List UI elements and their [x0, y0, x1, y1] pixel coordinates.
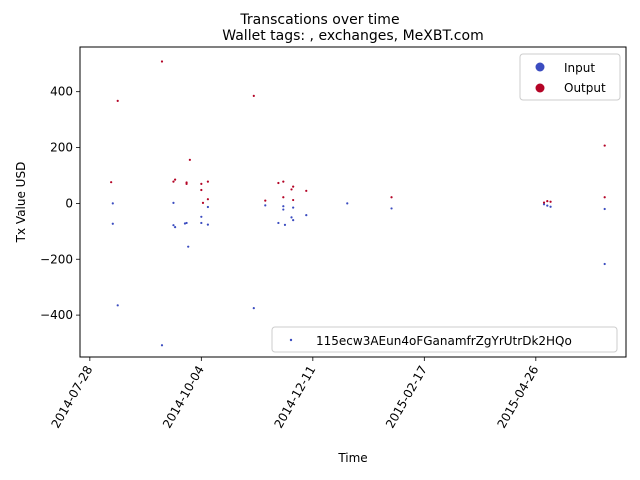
plot-frame: [79, 46, 627, 358]
output-point: [116, 99, 119, 103]
output-point: [264, 199, 267, 202]
input-point: [292, 206, 295, 209]
input-point: [546, 204, 549, 207]
input-point: [549, 205, 552, 208]
x-axis-ticks: 2014-07-28 2014-10-04 2014-12-11 2015-02-17…: [48, 357, 541, 431]
x-tick-label: 2015-04-26: [494, 363, 541, 430]
input-point: [116, 304, 119, 307]
output-point: [390, 196, 393, 199]
output-point: [305, 189, 308, 192]
y-tick-label: 200: [50, 141, 73, 155]
input-point: [603, 262, 606, 266]
y-tick-label: −200: [40, 252, 73, 266]
input-point: [277, 221, 280, 225]
input-point: [111, 222, 114, 225]
input-point: [264, 204, 267, 207]
y-tick-label: 0: [65, 196, 73, 210]
input-point: [252, 307, 255, 310]
output-point: [542, 201, 546, 204]
legend-classes: Input Output: [519, 53, 621, 101]
input-point: [282, 208, 285, 211]
y-tick-label: −400: [40, 308, 73, 322]
chart-title: Wallet tags: , exchanges, MeXBT.com: [222, 28, 483, 44]
output-point: [603, 196, 606, 199]
input-point: [390, 207, 393, 210]
input-point: [290, 216, 293, 219]
input-point: [305, 214, 308, 217]
output-point: [277, 181, 280, 185]
input-point: [283, 223, 287, 227]
output-point: [282, 180, 285, 183]
input-point: [111, 202, 114, 205]
output-point: [603, 144, 606, 147]
legend-address-marker: [289, 338, 293, 342]
legend-address: 115ecw3AEun4oFGanamfrZgYrUtrDk2HQo: [271, 326, 618, 353]
x-tick-label: 2014-12-11: [271, 363, 318, 430]
legend-classes-box: [519, 53, 621, 101]
input-point: [172, 224, 175, 227]
data-points: [110, 60, 606, 347]
input-point: [603, 207, 606, 211]
input-point: [187, 245, 190, 248]
output-point: [160, 60, 164, 63]
output-point: [292, 185, 295, 188]
output-point: [173, 178, 177, 181]
output-point: [290, 188, 293, 191]
output-point: [292, 198, 295, 202]
y-axis-ticks: −400 −200 0 200 400: [40, 85, 80, 322]
input-point: [200, 215, 203, 218]
legend-output-label: Output: [564, 81, 606, 95]
input-point: [542, 203, 546, 206]
input-point: [206, 223, 209, 226]
output-point: [252, 94, 255, 97]
legend-input-marker: [535, 62, 545, 72]
output-point: [200, 182, 203, 185]
input-point: [282, 205, 285, 208]
output-point: [546, 200, 549, 203]
input-point: [160, 344, 164, 347]
input-point: [346, 202, 349, 205]
output-point: [282, 196, 285, 199]
x-tick-label: 2014-07-28: [48, 363, 95, 430]
legend-address-box: [271, 326, 618, 353]
x-tick-label: 2015-02-17: [383, 363, 430, 430]
legend-address-label: 115ecw3AEun4oFGanamfrZgYrUtrDk2HQo: [316, 334, 572, 348]
output-point: [185, 182, 188, 185]
output-point: [206, 198, 209, 201]
input-point: [173, 226, 177, 229]
output-point: [110, 181, 113, 184]
output-point: [188, 158, 191, 161]
y-tick-label: 400: [50, 85, 73, 99]
input-point: [292, 219, 295, 222]
input-point: [172, 201, 175, 204]
output-point: [549, 200, 552, 203]
legend-output-marker: [535, 83, 545, 93]
legend-input-label: Input: [564, 61, 595, 75]
input-point: [200, 221, 203, 225]
output-point: [200, 188, 203, 192]
output-point: [172, 180, 175, 183]
y-axis-label: Tx Value USD: [14, 162, 28, 244]
x-tick-label: 2014-10-04: [160, 363, 207, 430]
chart-suptitle: Transcations over time: [239, 12, 399, 28]
input-point: [185, 221, 188, 225]
input-point: [206, 205, 209, 209]
x-axis-label: Time: [337, 451, 367, 465]
output-point: [201, 201, 205, 204]
output-point: [206, 180, 209, 183]
